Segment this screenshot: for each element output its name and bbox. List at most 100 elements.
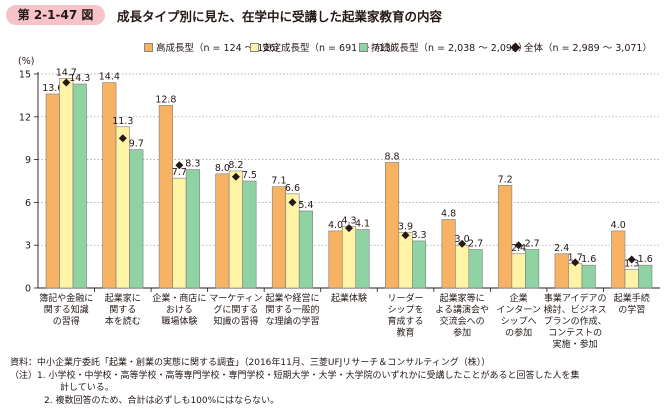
bar-安定成長型-7	[455, 244, 470, 289]
category-label-3: マーケティングに関する知識の習得	[209, 293, 262, 327]
legend-swatch-stable-growth	[250, 42, 259, 52]
legend-label-stable-growth: 安定成長型（n = 691 ～ 713）	[262, 43, 401, 54]
data-label-安定成長型-2: 7.7	[172, 167, 187, 178]
bar-持続成長型-1	[129, 149, 144, 289]
data-label-高成長型-4: 7.1	[271, 176, 286, 187]
bar-持続成長型-6	[411, 240, 427, 289]
bar-安定成長型-4	[285, 193, 300, 289]
data-label-高成長型-10: 4.0	[611, 220, 626, 231]
data-label-持続成長型-9: 1.6	[581, 254, 596, 265]
bar-安定成長型-5	[341, 226, 357, 289]
legend-sustained-growth: 持続成長型（n = 2,038 ～ 2,092）	[359, 40, 527, 54]
data-label-高成長型-3: 8.0	[215, 163, 230, 174]
marker-overall-7	[458, 239, 467, 248]
bar-安定成長型-3	[228, 170, 243, 289]
bar-持続成長型-3	[242, 180, 257, 289]
bar-安定成長型-1	[115, 126, 130, 289]
bar-安定成長型-10	[624, 269, 639, 289]
legend-label-high-growth: 高成長型（n = 124 ～ 126）	[156, 43, 285, 54]
marker-overall-6	[401, 231, 410, 240]
y-tick-label-15: 15	[19, 70, 31, 81]
data-label-高成長型-2: 12.8	[155, 94, 176, 105]
note-2: 2. 複数回答のため、合計は必ずしも100%にはならない。	[44, 395, 280, 406]
legend-swatch-sustained-growth	[359, 42, 368, 52]
bar-高成長型-7	[441, 219, 456, 289]
bar-持続成長型-7	[468, 249, 483, 289]
notes: 資料：中小企業庁委託「起業・創業の実態に関する調査」（2016年11月、三菱UF…	[10, 357, 579, 407]
bar-持続成長型-10	[638, 264, 653, 289]
y-tick-label-9: 9	[25, 155, 31, 166]
marker-overall-9	[571, 258, 580, 267]
data-label-安定成長型-1: 11.3	[112, 116, 133, 127]
data-label-持続成長型-4: 5.4	[298, 200, 313, 211]
bar-高成長型-3	[215, 173, 230, 289]
bar-持続成長型-0	[72, 83, 87, 289]
figure-label: 第 2-1-47 図	[6, 5, 105, 25]
y-tick-label-3: 3	[25, 241, 31, 252]
data-label-持続成長型-3: 7.5	[242, 170, 257, 181]
marker-overall-4	[288, 198, 297, 207]
data-label-安定成長型-0: 14.7	[56, 67, 77, 78]
category-label-6: リーダーシップを育成する教育	[388, 292, 424, 339]
legend-overall: 全体（n = 2,989 ～ 3,071）	[510, 40, 652, 54]
legend-label-sustained-growth: 持続成長型（n = 2,038 ～ 2,092）	[371, 43, 528, 54]
source-note: 資料：中小企業庁委託「起業・創業の実態に関する調査」（2016年11月、三菱UF…	[10, 358, 491, 368]
marker-overall-0	[62, 78, 71, 87]
bar-安定成長型-9	[568, 263, 583, 289]
bar-高成長型-0	[45, 93, 60, 289]
data-label-高成長型-1: 14.4	[99, 72, 120, 83]
data-label-高成長型-0: 13.6	[42, 83, 63, 94]
data-label-安定成長型-5: 4.3	[341, 216, 356, 227]
note-1: （注）1. 小学校・中学校・高等学校・高等専門学校・専門学校・短期大学・大学・大…	[10, 370, 580, 381]
y-tick-label-12: 12	[19, 112, 31, 123]
data-label-持続成長型-7: 2.7	[468, 238, 483, 249]
category-label-1: 起業家に関する本を読む	[105, 292, 141, 327]
bar-持続成長型-8	[525, 249, 540, 289]
data-label-持続成長型-10: 1.6	[638, 254, 653, 265]
bar-高成長型-5	[328, 230, 343, 289]
data-label-安定成長型-6: 3.9	[398, 221, 413, 232]
category-label-0: 簿記や金融に関する知識の習得	[39, 292, 93, 327]
data-label-持続成長型-6: 3.3	[411, 230, 426, 241]
data-label-高成長型-8: 7.2	[498, 174, 513, 185]
marker-overall-10	[627, 255, 636, 264]
data-label-持続成長型-5: 4.1	[355, 219, 370, 230]
data-label-高成長型-5: 4.0	[328, 220, 343, 231]
data-label-高成長型-9: 2.4	[554, 243, 569, 254]
y-tick-label-6: 6	[25, 198, 31, 209]
data-label-安定成長型-4: 6.6	[285, 183, 300, 194]
category-label-9: 事業アイデアの検討、ビジネスプランの作成、コンテストの実施・参加	[544, 292, 607, 350]
marker-overall-8	[514, 241, 523, 250]
bar-持続成長型-9	[581, 264, 596, 289]
bar-chart: (%) 0 3 6 9 12 15 13.6 14.714.3 簿記や金融に関する知識の習得 14.…	[18, 56, 660, 350]
data-label-安定成長型-10: 1.3	[624, 258, 639, 269]
bar-高成長型-1	[102, 82, 117, 289]
data-label-高成長型-7: 4.8	[441, 209, 456, 220]
note-1-continued: 計している。	[60, 383, 114, 393]
data-label-高成長型-6: 8.8	[384, 151, 399, 162]
marker-overall-3	[231, 172, 240, 181]
data-label-持続成長型-8: 2.7	[525, 238, 540, 249]
marker-overall-5	[345, 224, 353, 233]
category-label-4: 起業や経営に関する一般的な理論の学習	[265, 292, 319, 327]
bar-持続成長型-5	[355, 229, 370, 289]
data-label-安定成長型-3: 8.2	[228, 160, 243, 171]
legend-stable-growth: 安定成長型（n = 691 ～ 713）	[250, 40, 400, 54]
data-label-持続成長型-2: 8.3	[185, 159, 200, 170]
y-tick-label-0: 0	[25, 284, 31, 295]
bar-安定成長型-2	[172, 177, 187, 289]
category-label-5: 起業体験	[331, 292, 367, 304]
bar-高成長型-9	[554, 253, 569, 289]
data-label-持続成長型-1: 9.7	[129, 139, 144, 150]
category-label-10: 起業手続の学習	[614, 292, 650, 316]
category-label-8: 企業インターンシップへの参加	[496, 292, 541, 339]
bar-持続成長型-2	[185, 169, 200, 289]
bar-安定成長型-0	[59, 77, 74, 289]
bar-安定成長型-6	[398, 232, 413, 289]
data-label-安定成長型-9: 1.7	[568, 253, 583, 264]
marker-overall-1	[118, 134, 127, 143]
y-axis-unit-label: (%)	[18, 56, 34, 67]
bar-安定成長型-8	[511, 253, 526, 289]
figure-title: 成長タイプ別に見た、在学中に受講した起業家教育の内容	[117, 9, 443, 24]
bar-高成長型-6	[384, 162, 400, 289]
